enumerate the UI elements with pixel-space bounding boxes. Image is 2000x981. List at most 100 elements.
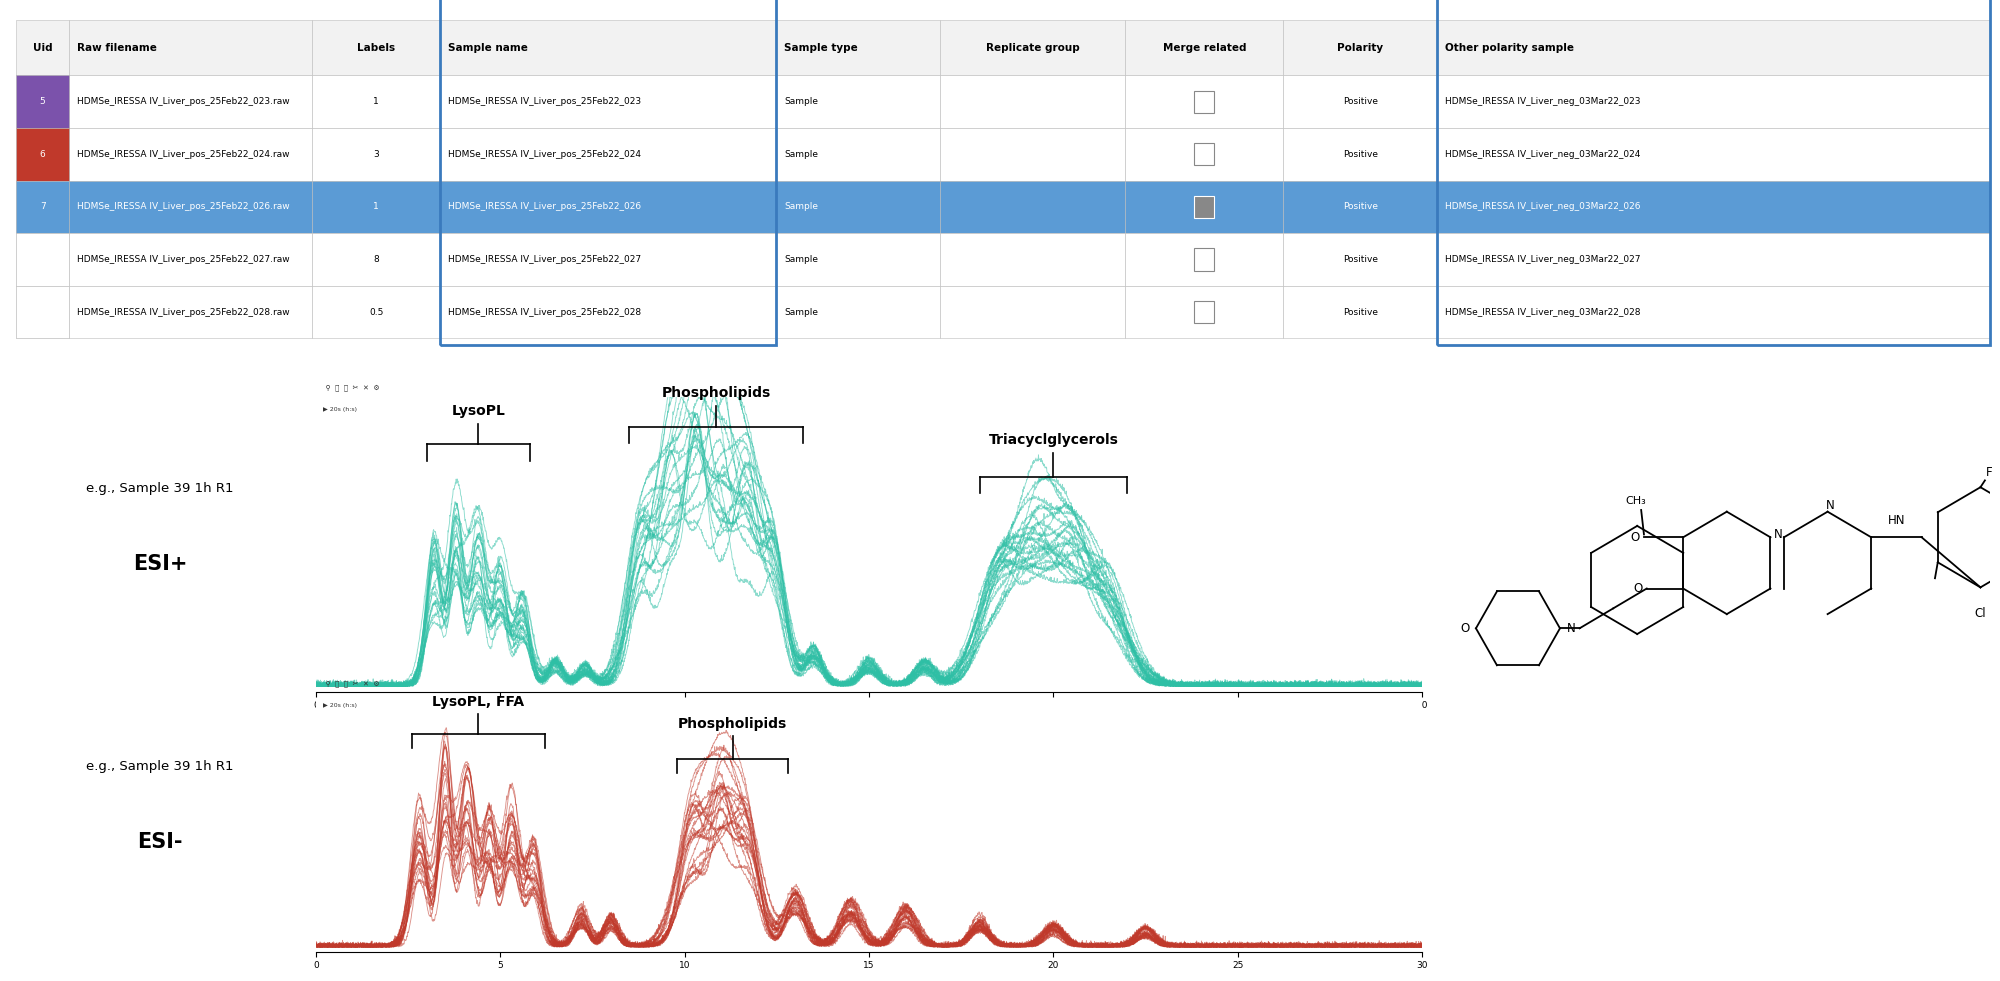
Text: ESI+: ESI+	[132, 554, 188, 574]
Text: Sample: Sample	[784, 202, 818, 212]
Text: HDMSe_IRESSA IV_Liver_pos_25Feb22_026: HDMSe_IRESSA IV_Liver_pos_25Feb22_026	[448, 202, 642, 212]
Text: 8: 8	[40, 255, 46, 264]
Bar	[1438, 285, 1990, 338]
Text: e.g., Sample 39 1h R1: e.g., Sample 39 1h R1	[86, 482, 234, 495]
Text: HDMSe_IRESSA IV_Liver_pos_25Feb22_023.raw: HDMSe_IRESSA IV_Liver_pos_25Feb22_023.ra…	[78, 97, 290, 106]
Bar	[1126, 128, 1284, 181]
Text: 9: 9	[40, 308, 46, 317]
Bar	[440, 233, 776, 285]
Bar	[776, 285, 940, 338]
Bar	[940, 233, 1126, 285]
Bar	[16, 128, 70, 181]
Bar	[1126, 76, 1284, 128]
Text: HDMSe_IRESSA IV_Liver_neg_03Mar22_024: HDMSe_IRESSA IV_Liver_neg_03Mar22_024	[1446, 150, 1640, 159]
Bar	[1194, 90, 1214, 113]
Text: Sample: Sample	[784, 97, 818, 106]
Bar	[1438, 233, 1990, 285]
Text: HDMSe_IRESSA IV_Liver_pos_25Feb22_026.raw: HDMSe_IRESSA IV_Liver_pos_25Feb22_026.ra…	[78, 202, 290, 212]
Bar	[16, 128, 70, 181]
Bar	[1284, 76, 1438, 128]
Text: Sample type: Sample type	[784, 42, 858, 53]
Bar	[440, 128, 776, 181]
Bar	[70, 76, 312, 128]
Text: HDMSe_IRESSA IV_Liver_neg_03Mar22_023: HDMSe_IRESSA IV_Liver_neg_03Mar22_023	[1446, 97, 1640, 106]
Bar	[70, 285, 312, 338]
Bar	[776, 233, 940, 285]
Bar	[312, 285, 440, 338]
Bar	[1284, 181, 1438, 233]
Text: O: O	[1460, 622, 1470, 635]
Text: HDMSe_IRESSA IV_Liver_neg_03Mar22_027: HDMSe_IRESSA IV_Liver_neg_03Mar22_027	[1446, 255, 1640, 264]
Bar	[312, 76, 440, 128]
Text: 1: 1	[374, 202, 380, 212]
Text: Replicate group: Replicate group	[986, 42, 1080, 53]
Text: Merge related: Merge related	[1162, 42, 1246, 53]
Text: HDMSe_IRESSA IV_Liver_pos_25Feb22_027: HDMSe_IRESSA IV_Liver_pos_25Feb22_027	[448, 255, 642, 264]
Text: HDMSe_IRESSA IV_Liver_pos_25Feb22_023: HDMSe_IRESSA IV_Liver_pos_25Feb22_023	[448, 97, 642, 106]
Bar	[440, 285, 776, 338]
Text: O: O	[1630, 531, 1640, 543]
Text: Other polarity sample: Other polarity sample	[1446, 42, 1574, 53]
Text: HDMSe_IRESSA IV_Liver_neg_03Mar22_028: HDMSe_IRESSA IV_Liver_neg_03Mar22_028	[1446, 308, 1640, 317]
Bar	[16, 233, 70, 285]
Bar	[1284, 20, 1438, 76]
Text: Cl: Cl	[1974, 607, 1986, 620]
Text: Positive: Positive	[1342, 97, 1378, 106]
Text: 5: 5	[40, 97, 46, 106]
Bar	[70, 233, 312, 285]
Bar	[312, 181, 440, 233]
Bar	[1284, 233, 1438, 285]
Text: ESI-: ESI-	[138, 832, 182, 852]
Bar	[1438, 128, 1990, 181]
Bar	[16, 233, 70, 285]
Bar	[440, 20, 776, 76]
Text: Uid: Uid	[32, 42, 52, 53]
Bar	[1284, 285, 1438, 338]
Text: HDMSe_IRESSA IV_Liver_neg_03Mar22_026: HDMSe_IRESSA IV_Liver_neg_03Mar22_026	[1446, 202, 1640, 212]
Text: Phospholipids: Phospholipids	[678, 717, 788, 732]
Text: Phospholipids: Phospholipids	[662, 387, 770, 400]
Bar	[1194, 196, 1214, 218]
Bar	[1284, 128, 1438, 181]
Bar	[776, 76, 940, 128]
Text: Positive: Positive	[1342, 150, 1378, 159]
Bar	[940, 20, 1126, 76]
Bar	[1438, 20, 1990, 76]
Text: ⚲  🔍  📌  ✂  ✕  ⚙: ⚲ 🔍 📌 ✂ ✕ ⚙	[320, 385, 380, 390]
Text: Positive: Positive	[1342, 308, 1378, 317]
Text: Polarity: Polarity	[1338, 42, 1384, 53]
Text: Positive: Positive	[1342, 255, 1378, 264]
Text: Labels: Labels	[358, 42, 396, 53]
Bar	[312, 233, 440, 285]
Bar	[16, 181, 70, 233]
Bar	[776, 128, 940, 181]
Bar	[440, 181, 776, 233]
Text: HDMSe_IRESSA IV_Liver_pos_25Feb22_024: HDMSe_IRESSA IV_Liver_pos_25Feb22_024	[448, 150, 642, 159]
Bar	[1194, 301, 1214, 324]
Text: Sample: Sample	[784, 308, 818, 317]
Text: F: F	[1986, 466, 1992, 479]
Bar	[16, 76, 70, 128]
Bar	[940, 76, 1126, 128]
Bar	[70, 181, 312, 233]
Text: N: N	[1826, 499, 1834, 512]
Bar	[776, 20, 940, 76]
Text: ⚲  🔍  📌  ✂  ✕  ⚙: ⚲ 🔍 📌 ✂ ✕ ⚙	[320, 681, 380, 687]
Bar	[1438, 76, 1990, 128]
Bar	[1194, 248, 1214, 271]
Text: 0.5: 0.5	[370, 308, 384, 317]
Bar	[940, 128, 1126, 181]
Text: LysoPL: LysoPL	[452, 404, 506, 418]
Bar	[1126, 20, 1284, 76]
Bar	[940, 285, 1126, 338]
Text: Sample: Sample	[784, 255, 818, 264]
Bar	[312, 128, 440, 181]
Bar	[16, 76, 70, 128]
Text: N: N	[1566, 622, 1576, 635]
Text: 7: 7	[40, 202, 46, 212]
Bar	[1126, 181, 1284, 233]
Bar	[16, 285, 70, 338]
Bar	[1438, 181, 1990, 233]
Text: HDMSe_IRESSA IV_Liver_pos_25Feb22_027.raw: HDMSe_IRESSA IV_Liver_pos_25Feb22_027.ra…	[78, 255, 290, 264]
Text: 3: 3	[374, 150, 380, 159]
